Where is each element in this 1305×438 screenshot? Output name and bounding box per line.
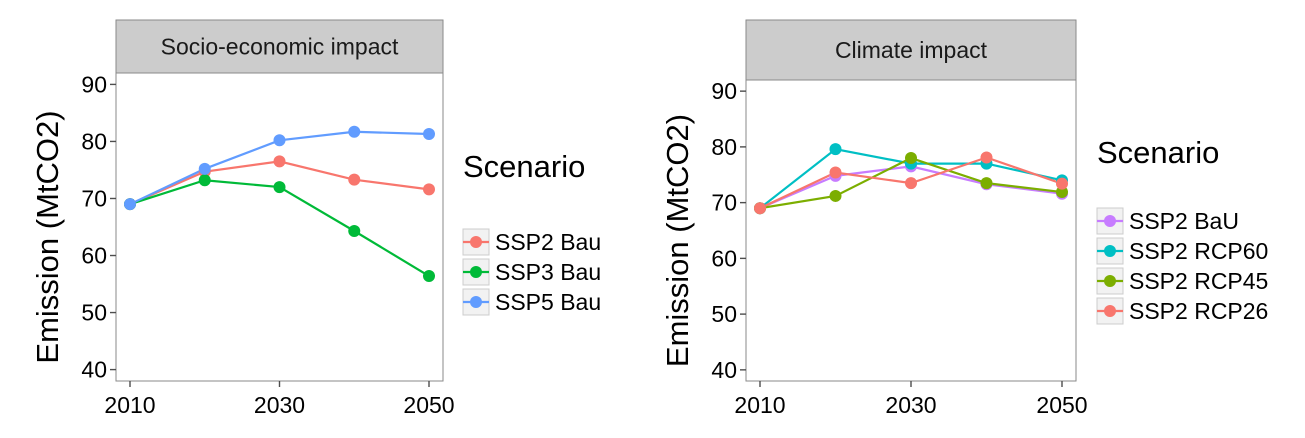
series-point-0 bbox=[423, 183, 435, 196]
y-tick-label: 90 bbox=[711, 78, 737, 104]
series-point-2 bbox=[980, 177, 993, 190]
series-point-0 bbox=[348, 173, 361, 186]
x-tick-label: 2010 bbox=[104, 392, 155, 418]
series-point-3 bbox=[754, 202, 766, 215]
y-tick-label: 90 bbox=[81, 71, 107, 97]
y-tick-label: 70 bbox=[711, 190, 737, 216]
legend-key-point bbox=[1104, 275, 1116, 287]
y-tick-label: 60 bbox=[711, 245, 737, 271]
legend-label: SSP2 RCP60 bbox=[1129, 238, 1268, 264]
series-point-2 bbox=[905, 152, 917, 165]
y-tick-label: 80 bbox=[81, 128, 107, 154]
x-tick-label: 2030 bbox=[254, 392, 305, 418]
series-point-3 bbox=[905, 177, 917, 190]
legend-label: SSP2 Bau bbox=[495, 229, 601, 255]
legend-key-point bbox=[1104, 305, 1116, 317]
series-point-1 bbox=[829, 143, 842, 156]
legend-key-point bbox=[470, 236, 482, 248]
facet-title: Climate impact bbox=[835, 37, 988, 63]
series-point-1 bbox=[198, 174, 211, 187]
y-tick-label: 80 bbox=[711, 134, 737, 160]
series-point-2 bbox=[423, 128, 435, 141]
x-tick-label: 2030 bbox=[885, 392, 936, 418]
x-tick-label: 2050 bbox=[1036, 392, 1087, 418]
series-point-3 bbox=[829, 166, 842, 179]
legend-label: SSP5 Bau bbox=[495, 289, 601, 315]
y-axis-title: Emission (MtCO2) bbox=[30, 110, 65, 363]
series-point-2 bbox=[273, 134, 286, 147]
series-point-0 bbox=[273, 155, 286, 168]
chart-panel-0: Socio-economic impact 40 50 60 70 80 90 2010 203… bbox=[30, 19, 601, 418]
plot-area bbox=[745, 79, 1077, 382]
series-point-2 bbox=[348, 125, 361, 138]
series-point-2 bbox=[1056, 186, 1068, 199]
x-tick-label: 2010 bbox=[734, 392, 785, 418]
legend-key-point bbox=[1104, 245, 1116, 257]
legend-label: SSP2 RCP26 bbox=[1129, 298, 1268, 324]
series-point-1 bbox=[273, 181, 286, 194]
series-point-1 bbox=[423, 270, 435, 283]
legend-key-point bbox=[470, 296, 482, 308]
series-point-3 bbox=[1056, 177, 1068, 190]
legend-label: SSP3 Bau bbox=[495, 259, 601, 285]
plot-area bbox=[115, 72, 444, 382]
facet-strip bbox=[745, 19, 1077, 81]
chart-panel-1: Climate impact 40 50 60 70 80 90 2010 2030 2050 Em… bbox=[660, 19, 1268, 418]
x-tick-label: 2050 bbox=[403, 392, 454, 418]
series-point-3 bbox=[980, 151, 993, 164]
legend-label: SSP2 BaU bbox=[1129, 208, 1239, 234]
y-tick-label: 40 bbox=[711, 357, 737, 383]
series-point-1 bbox=[348, 224, 361, 237]
y-tick-label: 70 bbox=[81, 185, 107, 211]
legend-key-point bbox=[470, 266, 482, 278]
legend-title: Scenario bbox=[1097, 135, 1219, 170]
series-point-2 bbox=[124, 198, 136, 211]
y-tick-label: 40 bbox=[81, 357, 107, 383]
y-tick-label: 50 bbox=[81, 300, 107, 326]
y-tick-label: 50 bbox=[711, 301, 737, 327]
facet-title: Socio-economic impact bbox=[161, 34, 399, 60]
y-tick-label: 60 bbox=[81, 243, 107, 269]
y-axis-title: Emission (MtCO2) bbox=[660, 114, 695, 367]
facet-strip bbox=[115, 19, 444, 74]
legend-key-point bbox=[1104, 215, 1116, 227]
legend-title: Scenario bbox=[463, 149, 585, 184]
legend-label: SSP2 RCP45 bbox=[1129, 268, 1268, 294]
series-point-2 bbox=[198, 162, 211, 175]
series-point-2 bbox=[829, 189, 842, 202]
